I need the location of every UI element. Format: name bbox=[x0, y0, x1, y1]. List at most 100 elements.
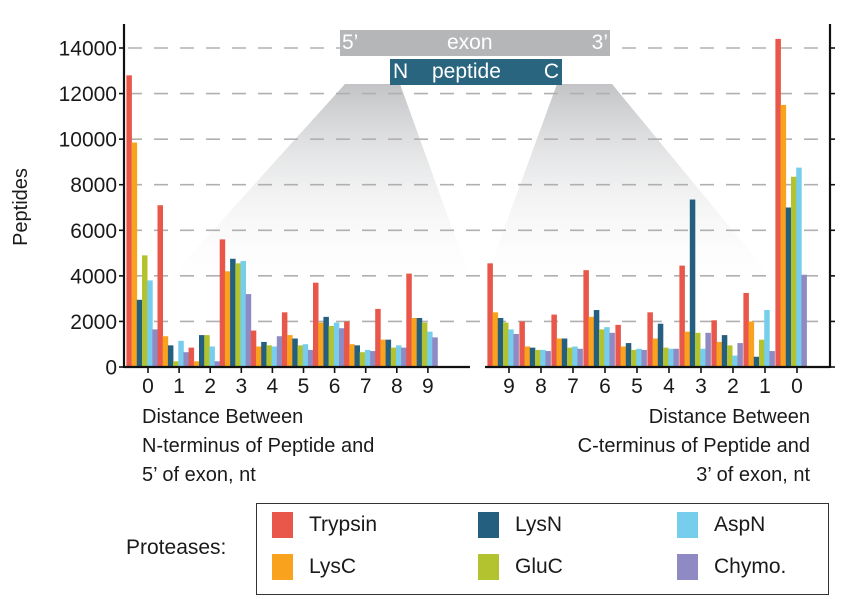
y-tick-label: 8000 bbox=[70, 174, 117, 197]
x-tick-label: 8 bbox=[535, 375, 547, 398]
bar-trypsin bbox=[313, 282, 319, 367]
x-tick-label: 7 bbox=[360, 375, 372, 398]
exon-label: exon bbox=[447, 31, 493, 54]
bar-lysc bbox=[131, 142, 138, 367]
bar-chymo bbox=[513, 333, 519, 367]
legend-label: GluC bbox=[515, 555, 563, 578]
bar-lysn bbox=[529, 347, 536, 367]
bar-lysn bbox=[689, 199, 696, 367]
bar-lysc bbox=[411, 318, 417, 367]
bar-gluc bbox=[235, 263, 241, 367]
y-ticks: 0 2000 4000 6000 8000 10000 12000 14000 bbox=[59, 38, 835, 380]
bar-chymo bbox=[641, 349, 647, 367]
x-tick-label: 2 bbox=[727, 375, 739, 398]
bar-lysc bbox=[780, 104, 787, 367]
bar-chymo bbox=[801, 274, 807, 367]
x-tick-label: 5 bbox=[298, 375, 310, 398]
bar-aspn bbox=[240, 261, 246, 367]
bar-trypsin bbox=[188, 347, 195, 367]
bar-chymo bbox=[370, 351, 376, 367]
x-tick-label: 4 bbox=[267, 375, 279, 398]
x-axis-title-line: 5’ of exon, nt bbox=[142, 464, 256, 486]
legend-swatch bbox=[677, 512, 698, 538]
y-tick-label: 10000 bbox=[59, 129, 117, 152]
bar-aspn bbox=[668, 348, 674, 367]
bar-aspn bbox=[396, 345, 402, 367]
bar-aspn bbox=[572, 346, 578, 367]
legend-item-trypsin: Trypsin bbox=[272, 512, 377, 538]
peptide-n-label: N bbox=[393, 60, 409, 83]
bar-lysn bbox=[230, 258, 236, 367]
bar-aspn bbox=[636, 348, 642, 367]
bar-lysn bbox=[785, 207, 792, 367]
bar-trypsin bbox=[519, 321, 525, 367]
bar-lysn bbox=[385, 339, 392, 367]
bar-aspn bbox=[796, 167, 802, 367]
x-axis-title-n-terminus: Distance Between N-terminus of Peptide a… bbox=[142, 403, 374, 490]
bar-chymo bbox=[307, 349, 314, 367]
bar-aspn bbox=[508, 329, 514, 367]
bar-gluc bbox=[359, 352, 366, 367]
bar-trypsin bbox=[487, 263, 493, 367]
bars-n-terminus bbox=[126, 75, 438, 367]
bar-gluc bbox=[567, 347, 573, 367]
bar-lysc bbox=[620, 346, 627, 367]
bar-gluc bbox=[503, 322, 509, 367]
legend-item-lysc: LysC bbox=[272, 554, 356, 580]
x-tick-label: 5 bbox=[631, 375, 643, 398]
bar-trypsin bbox=[551, 314, 557, 367]
bar-chymo bbox=[769, 351, 775, 367]
bar-trypsin bbox=[679, 265, 685, 367]
bar-lysc bbox=[684, 331, 691, 367]
bar-lysn bbox=[292, 338, 298, 367]
bar-lysn bbox=[261, 341, 267, 367]
bar-lysn bbox=[199, 335, 205, 367]
bar-gluc bbox=[727, 345, 733, 367]
x-tick-label: 7 bbox=[567, 375, 579, 398]
bar-trypsin bbox=[711, 320, 717, 367]
bar-chymo bbox=[432, 337, 438, 367]
x-axis-title-line: 3’ of exon, nt bbox=[696, 464, 810, 486]
x-tick-label: 8 bbox=[391, 375, 403, 398]
bar-trypsin bbox=[615, 324, 621, 367]
x-axis-title-line: N-terminus of Peptide and bbox=[142, 435, 375, 457]
bar-lysc bbox=[193, 361, 200, 367]
bar-gluc bbox=[421, 322, 428, 367]
bars-c-terminus bbox=[487, 38, 807, 368]
bar-gluc bbox=[328, 325, 335, 367]
bar-chymo bbox=[245, 294, 252, 367]
bar-lysn bbox=[167, 345, 174, 367]
bar-aspn bbox=[604, 327, 610, 367]
x-tick-label: 3 bbox=[695, 375, 707, 398]
bar-lysc bbox=[492, 312, 499, 367]
legend-swatch bbox=[677, 554, 698, 580]
y-tick-label: 14000 bbox=[59, 38, 117, 61]
legend-title: Proteases: bbox=[126, 536, 227, 559]
bar-gluc bbox=[390, 347, 397, 367]
y-tick-label: 0 bbox=[105, 357, 117, 380]
legend-item-gluc: GluC bbox=[478, 554, 563, 580]
bar-chymo bbox=[401, 347, 407, 367]
bar-aspn bbox=[427, 331, 433, 367]
bar-gluc bbox=[631, 349, 637, 367]
bar-lysn bbox=[416, 318, 423, 367]
bar-lysn bbox=[561, 338, 568, 367]
legend-item-aspn: AspN bbox=[677, 512, 765, 538]
bar-chymo bbox=[577, 348, 583, 367]
bar-chymo bbox=[339, 328, 345, 367]
x-tick-label: 9 bbox=[503, 375, 515, 398]
bar-gluc bbox=[695, 332, 701, 367]
bar-chymo bbox=[737, 343, 743, 367]
bar-gluc bbox=[663, 347, 669, 367]
x-axis-title-line: Distance Between bbox=[648, 406, 810, 428]
bar-aspn bbox=[732, 355, 738, 367]
bar-lysc bbox=[652, 338, 659, 367]
bar-lysc bbox=[588, 316, 595, 367]
legend-swatch bbox=[478, 554, 499, 580]
bar-gluc bbox=[173, 361, 179, 367]
bar-aspn bbox=[147, 280, 153, 367]
bar-trypsin bbox=[344, 321, 350, 367]
exon-diagram: 5’ exon 3’ bbox=[340, 30, 610, 56]
bar-aspn bbox=[271, 346, 278, 367]
